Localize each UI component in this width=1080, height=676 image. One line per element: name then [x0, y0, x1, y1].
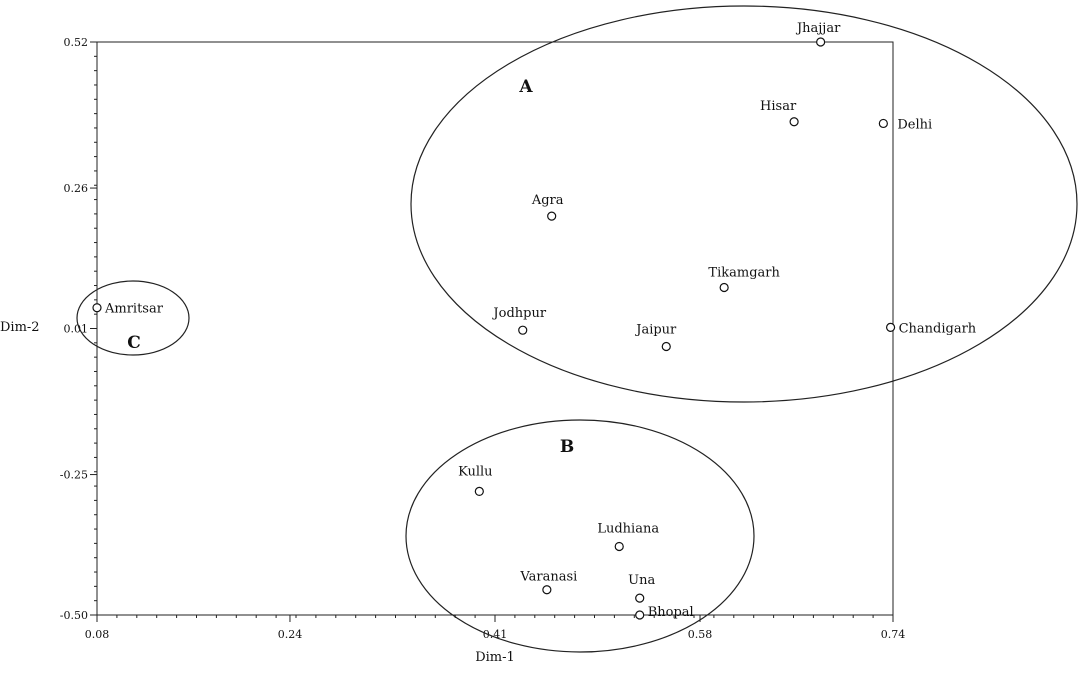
point-delhi	[878, 118, 888, 129]
point-ludhiana	[614, 541, 624, 552]
point-label-tikamgarh: Tikamgarh	[708, 265, 780, 280]
point-hisar	[789, 117, 799, 127]
point-chandigarh	[885, 322, 896, 332]
x-axis-title: Dim-1	[475, 650, 515, 665]
cluster-label-c: C	[127, 333, 141, 353]
point-label-chandigarh: Chandigarh	[899, 321, 977, 336]
y-tick-label: 0.01	[64, 323, 89, 336]
x-tick-label: 0.58	[688, 628, 713, 641]
x-tick-label: 0.41	[483, 628, 508, 641]
point-amritsar	[92, 303, 102, 313]
y-axis: 0.52 0.26 0.01 -0.25 -0.50	[60, 36, 97, 622]
point-jaipur	[661, 341, 671, 352]
point-label-jhajjar: Jhajjar	[795, 21, 841, 36]
point-label-amritsar: Amritsar	[104, 302, 164, 317]
point-label-ludhiana: Ludhiana	[597, 521, 659, 536]
y-tick-label: 0.26	[64, 182, 89, 195]
y-tick-label: 0.52	[64, 36, 89, 49]
point-tikamgarh	[719, 282, 729, 293]
point-label-varanasi: Varanasi	[519, 570, 577, 585]
x-axis: 0.08 0.24 0.41 0.58 0.74	[85, 615, 906, 641]
point-label-hisar: Hisar	[760, 99, 797, 114]
point-label-kullu: Kullu	[458, 464, 493, 479]
point-una	[635, 593, 645, 603]
cluster-label-b: B	[560, 437, 574, 457]
point-agra	[547, 211, 557, 221]
cluster-ellipse-b	[405, 419, 755, 653]
y-tick-label: -0.25	[60, 469, 88, 482]
cluster-label-a: A	[518, 77, 533, 97]
x-tick-label: 0.24	[278, 628, 303, 641]
x-tick-label: 0.08	[85, 628, 110, 641]
y-tick-label: -0.50	[60, 609, 88, 622]
data-points: Jhajjar Hisar Delhi Agra Tikamgarh Amritsar Jo…	[92, 21, 977, 620]
point-label-bhopal: Bhopal	[648, 605, 694, 620]
cluster-ellipse-a	[410, 5, 1078, 403]
cluster-ellipses: A B C	[76, 5, 1078, 653]
point-label-una: Una	[628, 573, 655, 588]
plot-frame	[96, 41, 894, 616]
point-label-jodhpur: Jodhpur	[491, 306, 546, 321]
point-label-delhi: Delhi	[897, 117, 932, 132]
cluster-ellipse-c	[76, 280, 190, 356]
point-label-jaipur: Jaipur	[634, 322, 677, 337]
point-varanasi	[542, 585, 552, 595]
point-jodhpur	[518, 325, 528, 335]
point-kullu	[474, 486, 484, 497]
point-jhajjar	[816, 37, 826, 47]
point-label-agra: Agra	[531, 193, 564, 208]
y-axis-title: Dim-2	[0, 320, 40, 335]
point-bhopal	[635, 610, 645, 620]
x-tick-label: 0.74	[881, 628, 906, 641]
